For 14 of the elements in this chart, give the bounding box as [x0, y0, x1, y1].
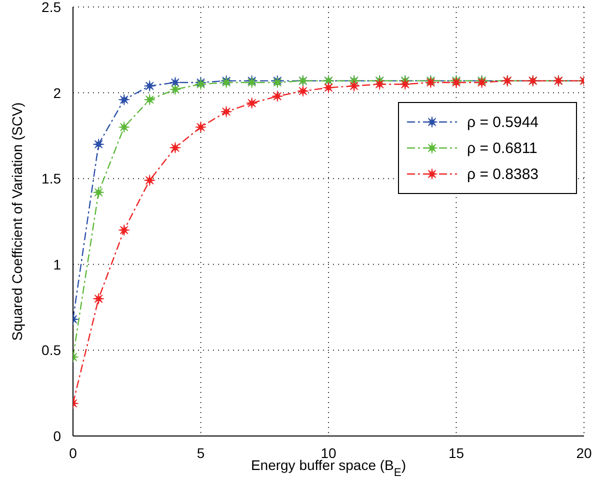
y-tick-label: 2	[53, 84, 62, 101]
x-tick-label: 20	[576, 444, 592, 461]
y-tick-label: 2.5	[42, 0, 62, 15]
y-axis-title: Squared Coefficient of Variation (SCV)	[9, 102, 25, 341]
y-tick-label: 1.5	[42, 170, 62, 187]
y-tick-label: 0	[53, 428, 62, 444]
y-tick-label: 0.5	[42, 342, 62, 358]
legend-label: ρ = 0.5944	[467, 114, 539, 130]
y-tick-label: 1	[53, 256, 62, 272]
x-tick-label: 0	[69, 444, 78, 461]
legend-label: ρ = 0.8383	[467, 166, 539, 182]
legend-label: ρ = 0.6811	[467, 140, 538, 156]
x-tick-label: 15	[448, 444, 464, 461]
x-tick-label: 5	[196, 444, 205, 461]
